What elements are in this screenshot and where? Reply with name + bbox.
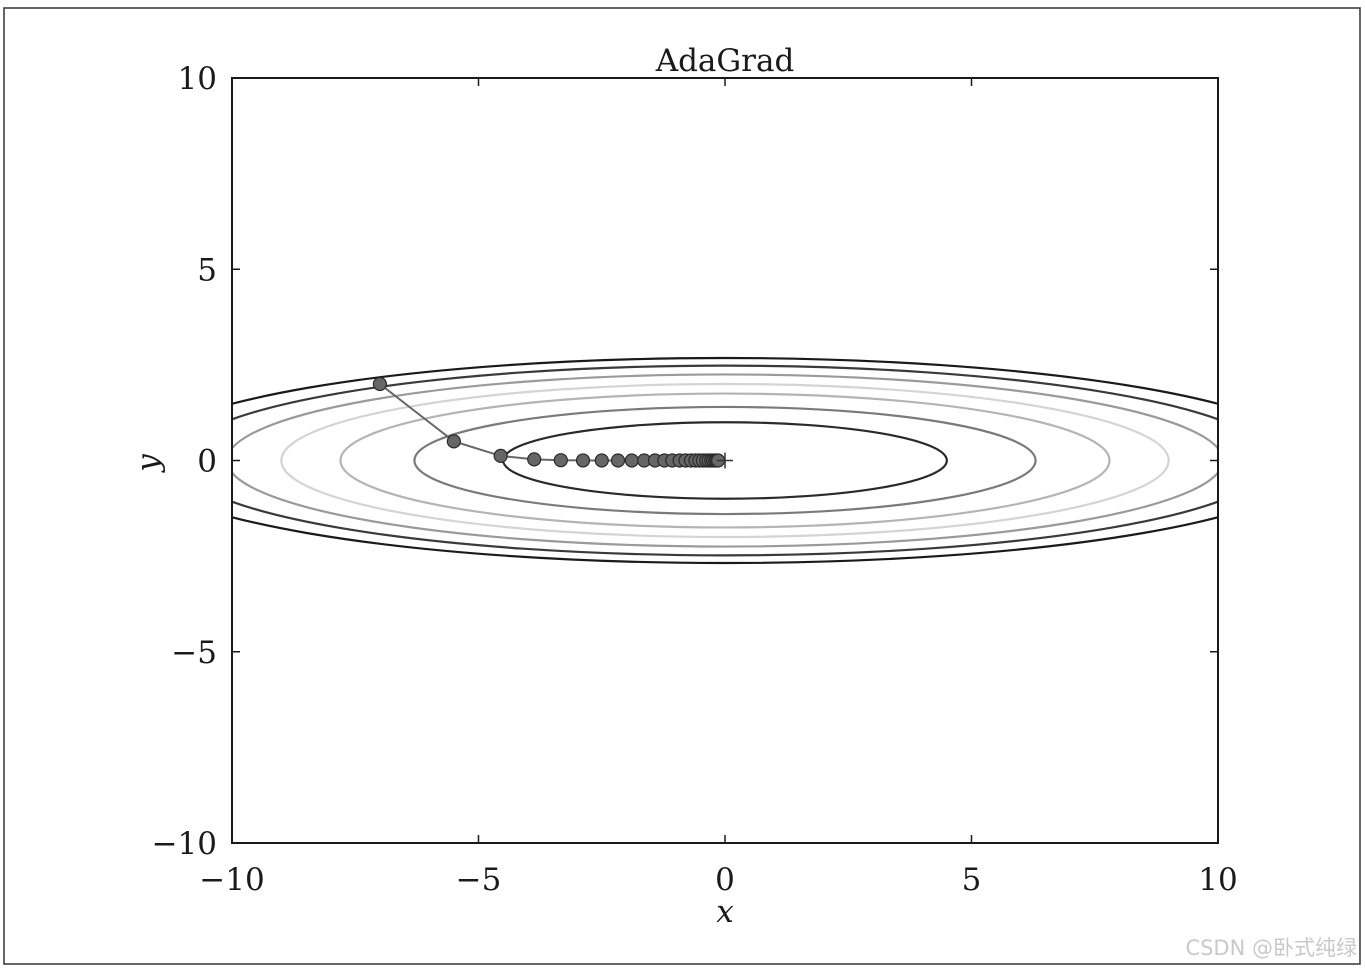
y-tick-label: 10 bbox=[178, 61, 217, 97]
y-tick-label: −5 bbox=[171, 635, 217, 671]
path-point bbox=[493, 448, 508, 464]
contour-lines bbox=[232, 356, 1218, 565]
path-point bbox=[553, 453, 568, 468]
y-tick-label: −10 bbox=[152, 826, 217, 862]
y-tick-label: 0 bbox=[197, 444, 217, 480]
path-point bbox=[446, 434, 461, 449]
figure-border bbox=[3, 7, 1361, 965]
path-point bbox=[594, 453, 609, 468]
watermark: CSDN @卧式纯绿 bbox=[1185, 936, 1357, 960]
chart-title: AdaGrad bbox=[655, 43, 795, 79]
contour-line-7 bbox=[232, 356, 1218, 565]
contour-line-2 bbox=[413, 405, 1037, 516]
x-tick-label: 10 bbox=[1198, 862, 1237, 898]
x-tick-label: 5 bbox=[962, 862, 982, 898]
contour-line-6 bbox=[232, 364, 1218, 557]
contour-line-4 bbox=[280, 382, 1170, 539]
x-axis-ticks: −10 −5 0 5 10 bbox=[199, 78, 1238, 898]
y-axis-label: y bbox=[130, 454, 166, 474]
path-point bbox=[372, 376, 387, 392]
path-point bbox=[527, 452, 542, 467]
x-tick-label: 0 bbox=[715, 862, 735, 898]
y-axis-ticks: −10 −5 0 5 10 bbox=[152, 61, 1218, 862]
path-point bbox=[575, 453, 591, 468]
x-tick-label: −5 bbox=[456, 862, 502, 898]
path-point bbox=[624, 453, 639, 468]
contour-line-5 bbox=[232, 373, 1218, 548]
path-point bbox=[610, 453, 626, 468]
x-tick-label: −10 bbox=[199, 862, 264, 898]
x-axis-label: x bbox=[716, 894, 734, 930]
minimum-marker bbox=[717, 452, 733, 469]
contour-line-3 bbox=[339, 392, 1111, 529]
y-tick-label: 5 bbox=[197, 252, 217, 288]
